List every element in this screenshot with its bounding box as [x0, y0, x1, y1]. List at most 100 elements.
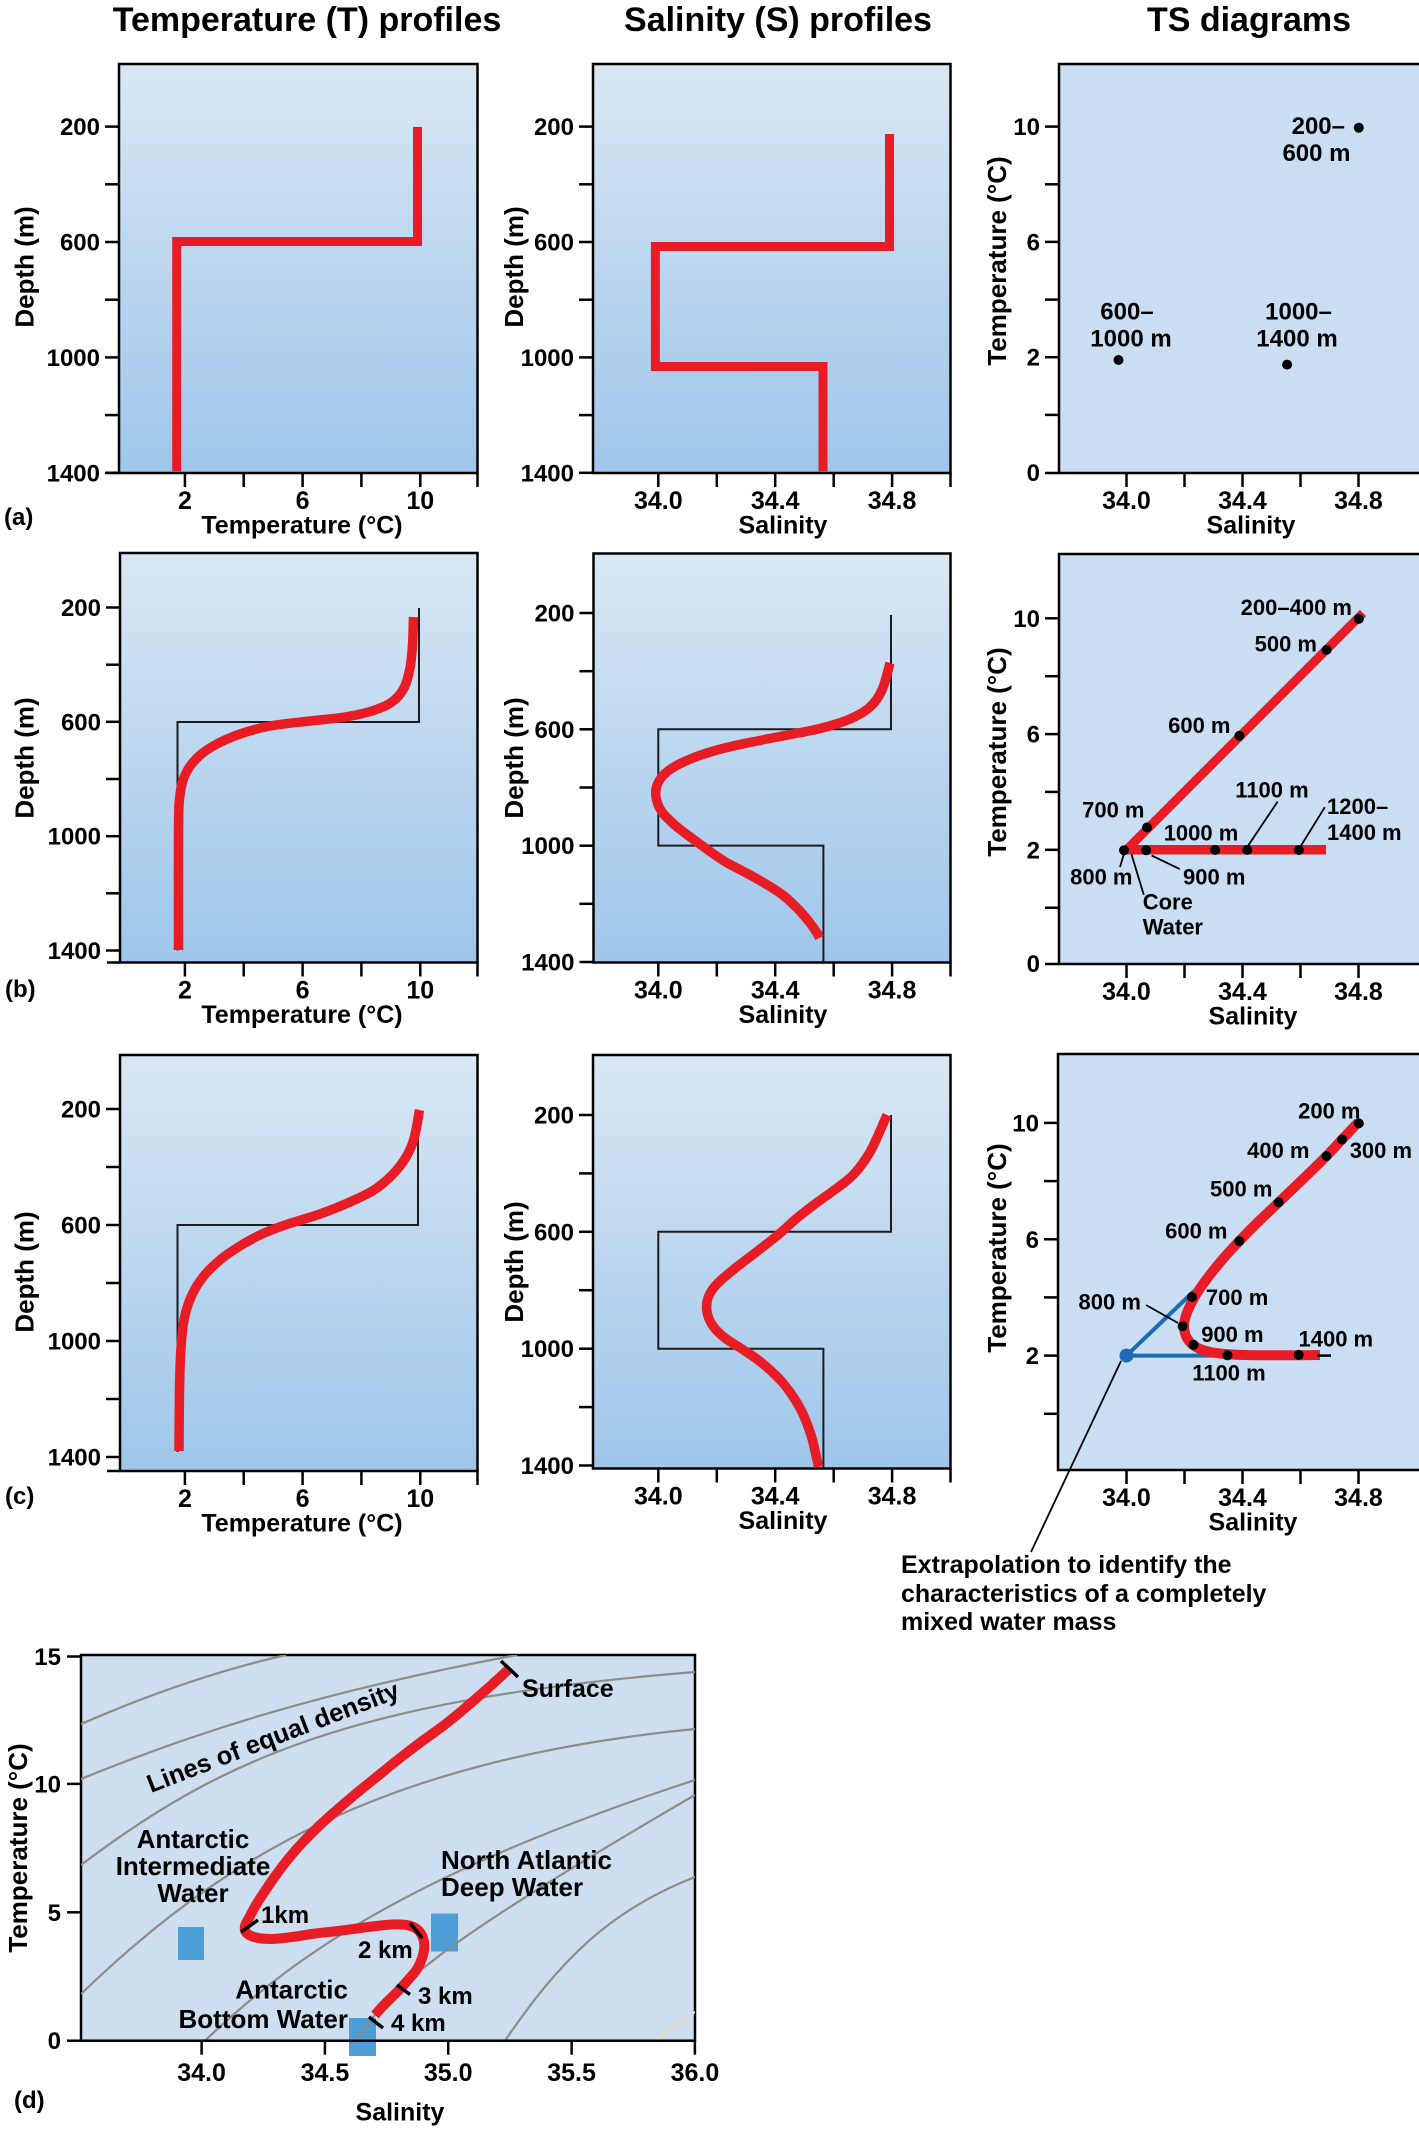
svg-text:Temperature (°C): Temperature (°C): [982, 1143, 1012, 1352]
svg-text:35.5: 35.5: [547, 2059, 596, 2087]
svg-text:34.8: 34.8: [868, 487, 917, 515]
svg-text:500 m: 500 m: [1255, 632, 1317, 657]
svg-text:34.4: 34.4: [1218, 978, 1267, 1006]
svg-text:Salinity: Salinity: [1209, 1509, 1298, 1537]
svg-text:1400: 1400: [48, 938, 101, 965]
svg-text:34.0: 34.0: [1102, 1484, 1151, 1512]
svg-text:Temperature (°C): Temperature (°C): [201, 1510, 402, 1538]
svg-text:Water: Water: [1143, 915, 1204, 940]
svg-text:600: 600: [61, 709, 101, 736]
svg-text:1400 m: 1400 m: [1298, 1327, 1373, 1352]
svg-text:2: 2: [178, 977, 192, 1005]
svg-text:2 km: 2 km: [358, 1937, 413, 1964]
svg-text:5: 5: [48, 1900, 61, 1927]
svg-text:Salinity: Salinity: [1209, 1003, 1298, 1031]
svg-text:Depth (m): Depth (m): [10, 1211, 40, 1332]
svg-text:3 km: 3 km: [418, 1983, 473, 2010]
svg-text:Depth (m): Depth (m): [499, 1201, 529, 1322]
svg-text:characteristics of a completel: characteristics of a completely: [901, 1580, 1267, 1608]
svg-text:300 m: 300 m: [1350, 1138, 1412, 1163]
svg-text:1000: 1000: [521, 833, 574, 860]
svg-text:1000: 1000: [521, 1336, 574, 1363]
svg-text:2: 2: [1026, 1343, 1039, 1370]
svg-text:600 m: 600 m: [1168, 713, 1230, 738]
svg-text:0: 0: [48, 2028, 61, 2055]
svg-text:2: 2: [1027, 345, 1040, 372]
svg-text:Temperature (°C): Temperature (°C): [3, 1743, 33, 1952]
svg-text:Temperature (°C): Temperature (°C): [201, 512, 402, 540]
svg-text:(d): (d): [14, 2087, 45, 2114]
svg-text:10: 10: [1013, 606, 1040, 633]
svg-text:34.0: 34.0: [177, 2059, 226, 2087]
svg-text:34.4: 34.4: [1218, 487, 1267, 515]
svg-text:600: 600: [534, 1219, 574, 1246]
svg-text:6: 6: [296, 487, 310, 515]
svg-text:15: 15: [34, 1644, 61, 1671]
svg-text:Temperature (°C): Temperature (°C): [201, 1001, 402, 1029]
svg-text:200: 200: [60, 114, 100, 141]
svg-text:10: 10: [34, 1771, 61, 1798]
svg-text:700 m: 700 m: [1206, 1285, 1268, 1310]
svg-text:10: 10: [1012, 1110, 1039, 1137]
svg-text:Salinity: Salinity: [739, 1507, 828, 1535]
svg-text:34.8: 34.8: [1334, 1484, 1383, 1512]
svg-text:35.0: 35.0: [424, 2059, 473, 2087]
svg-text:200–400 m: 200–400 m: [1241, 595, 1352, 620]
svg-text:Depth (m): Depth (m): [10, 206, 40, 327]
svg-text:Salinity (S) profiles: Salinity (S) profiles: [624, 1, 932, 39]
svg-text:700 m: 700 m: [1082, 798, 1144, 823]
svg-text:1000: 1000: [47, 345, 100, 372]
svg-text:34.0: 34.0: [634, 487, 683, 515]
svg-text:2: 2: [178, 487, 192, 515]
svg-text:600–: 600–: [1100, 299, 1153, 326]
svg-text:Temperature (°C): Temperature (°C): [982, 156, 1012, 365]
svg-text:1000 m: 1000 m: [1090, 326, 1171, 353]
svg-text:200 m: 200 m: [1298, 1099, 1360, 1124]
svg-text:0: 0: [1027, 460, 1040, 487]
svg-text:Bottom Water: Bottom Water: [179, 2004, 348, 2034]
svg-text:Intermediate: Intermediate: [116, 1851, 271, 1881]
svg-text:34.0: 34.0: [634, 1483, 683, 1511]
svg-text:6: 6: [1027, 229, 1040, 256]
svg-text:34.8: 34.8: [868, 977, 917, 1005]
svg-text:34.8: 34.8: [868, 1483, 917, 1511]
svg-text:Antarctic: Antarctic: [137, 1824, 250, 1854]
svg-text:Antarctic: Antarctic: [235, 1975, 348, 2005]
svg-text:mixed water mass: mixed water mass: [901, 1608, 1116, 1636]
svg-text:2: 2: [1027, 837, 1040, 864]
svg-text:6: 6: [1026, 1227, 1039, 1254]
svg-text:36.0: 36.0: [671, 2059, 720, 2087]
svg-text:1000–: 1000–: [1265, 299, 1332, 326]
svg-text:1400: 1400: [521, 950, 574, 977]
svg-text:(c): (c): [5, 1483, 34, 1510]
svg-text:200: 200: [534, 601, 574, 628]
svg-text:200–: 200–: [1292, 113, 1345, 140]
svg-text:1400: 1400: [521, 460, 574, 487]
svg-text:Core: Core: [1143, 890, 1193, 915]
svg-text:600 m: 600 m: [1282, 140, 1350, 167]
svg-text:(b): (b): [5, 976, 36, 1003]
svg-text:6: 6: [1027, 722, 1040, 749]
svg-text:200: 200: [534, 114, 574, 141]
svg-text:34.0: 34.0: [1102, 487, 1151, 515]
svg-text:0: 0: [1027, 951, 1040, 978]
svg-text:600: 600: [534, 717, 574, 744]
svg-text:1400 m: 1400 m: [1327, 820, 1402, 845]
svg-text:Temperature (T) profiles: Temperature (T) profiles: [113, 1, 502, 39]
svg-text:200: 200: [534, 1103, 574, 1130]
svg-text:34.0: 34.0: [1102, 978, 1151, 1006]
svg-text:2: 2: [178, 1485, 192, 1513]
svg-text:600: 600: [61, 1213, 101, 1240]
svg-text:34.5: 34.5: [301, 2059, 350, 2087]
svg-text:1400: 1400: [47, 460, 100, 487]
svg-text:34.4: 34.4: [1218, 1484, 1267, 1512]
svg-text:500 m: 500 m: [1210, 1177, 1272, 1202]
svg-text:200: 200: [61, 595, 101, 622]
svg-text:4 km: 4 km: [391, 2010, 446, 2037]
svg-text:1100 m: 1100 m: [1192, 1361, 1265, 1386]
svg-text:200: 200: [61, 1097, 101, 1124]
svg-text:800 m: 800 m: [1070, 865, 1132, 890]
svg-text:6: 6: [296, 1485, 310, 1513]
svg-text:900 m: 900 m: [1201, 1322, 1263, 1347]
svg-text:34.4: 34.4: [751, 977, 800, 1005]
